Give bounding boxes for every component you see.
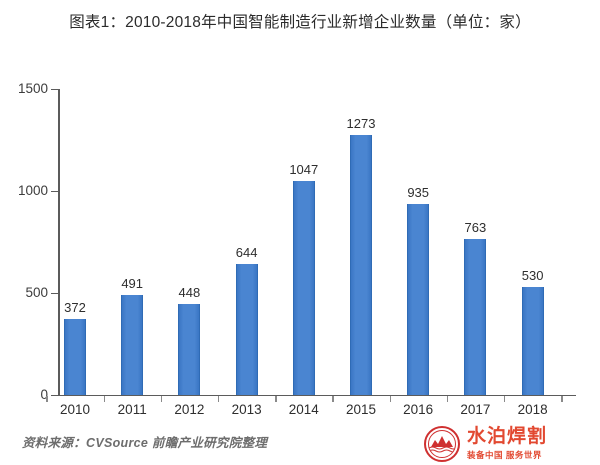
bar-value-label: 644 [235,244,258,260]
y-axis-label: 1000 [17,183,48,198]
x-tick-mark [561,396,563,402]
x-axis-label: 2014 [288,402,319,417]
y-axis-line [58,89,60,396]
bar-value-label: 1047 [289,162,319,178]
x-tick-mark [446,396,449,402]
bar-value-label: 763 [464,220,487,236]
y-tick-mark [51,293,58,295]
bar[interactable] [235,263,258,395]
brand-title: 水泊焊割 [467,425,548,447]
bar-value-label: 1273 [346,116,376,132]
bar[interactable] [292,181,315,395]
bar-value-label: 372 [64,300,86,316]
bar-value-label: 935 [407,185,430,201]
bar-value-label: 491 [121,275,144,291]
y-tick-mark [51,395,58,397]
shuipo-seal-icon: SHUIPO [424,425,460,465]
bar-value-label: 530 [521,267,544,283]
y-tick-mark [51,191,58,193]
y-axis-label: 500 [25,285,48,300]
bar[interactable] [178,303,201,395]
bar[interactable] [407,204,430,395]
x-tick-mark [332,396,334,402]
x-tick-mark [46,396,48,402]
x-tick-mark [218,396,220,402]
x-axis-label: 2012 [174,402,205,417]
bar[interactable] [350,135,372,395]
brand-tagline: 装备中国 服务世界 [467,449,542,460]
watermark-logo: SHUIPO 水泊焊割 装备中国 服务世界 [424,422,600,465]
x-axis-label: 2011 [117,402,147,417]
logo-inner-circle [428,429,456,458]
bar-value-label: 448 [178,284,201,300]
mountain-icon [431,435,453,447]
chart-title: 图表1：2010-2018年中国智能制造行业新增企业数量（单位：家） [69,14,531,31]
x-tick-mark [275,396,277,402]
x-tick-mark [504,396,506,402]
x-tick-mark [160,396,163,402]
y-axis-label: 1500 [17,81,48,96]
bar[interactable] [121,294,144,395]
watermark-text-block: 水泊焊割 装备中国 服务世界 [467,425,548,461]
bar[interactable] [521,286,544,395]
bar[interactable] [464,239,487,395]
y-tick-mark [51,89,58,91]
bar[interactable] [64,319,86,395]
x-tick-mark [103,396,105,402]
y-axis-label: 0 [40,387,48,402]
x-axis-label: 2018 [517,402,548,417]
x-axis-label: 2016 [403,402,434,417]
x-axis-label: 2013 [231,402,262,417]
x-axis-label: 2015 [345,402,377,417]
x-axis-label: 2010 [59,402,91,417]
x-axis-line [58,394,576,397]
source-note: 资料来源：CVSource 前瞻产业研究院整理 [22,436,268,450]
x-tick-mark [389,396,391,402]
x-axis-label: 2017 [460,402,491,417]
waves-icon [429,445,455,453]
